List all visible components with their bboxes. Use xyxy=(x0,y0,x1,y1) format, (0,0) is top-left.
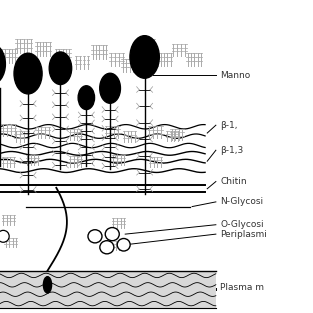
Text: Periplasmi: Periplasmi xyxy=(220,230,267,239)
Text: Chitin: Chitin xyxy=(220,177,247,186)
Ellipse shape xyxy=(88,230,102,243)
Ellipse shape xyxy=(14,53,42,94)
Text: Manno: Manno xyxy=(220,71,250,80)
Ellipse shape xyxy=(44,277,52,293)
Ellipse shape xyxy=(78,86,95,110)
Text: Plasma m: Plasma m xyxy=(220,284,264,292)
Ellipse shape xyxy=(130,36,159,78)
Ellipse shape xyxy=(117,239,130,251)
Bar xyxy=(0,271,216,308)
Text: N-Glycosi: N-Glycosi xyxy=(220,198,263,206)
Text: O-Glycosi: O-Glycosi xyxy=(220,220,264,229)
Ellipse shape xyxy=(100,241,114,254)
Ellipse shape xyxy=(105,228,119,241)
Ellipse shape xyxy=(0,230,9,242)
Text: β-1,: β-1, xyxy=(220,121,238,130)
Ellipse shape xyxy=(100,73,121,103)
Text: β-1,3: β-1,3 xyxy=(220,146,244,155)
Ellipse shape xyxy=(49,52,72,85)
Ellipse shape xyxy=(0,44,5,85)
